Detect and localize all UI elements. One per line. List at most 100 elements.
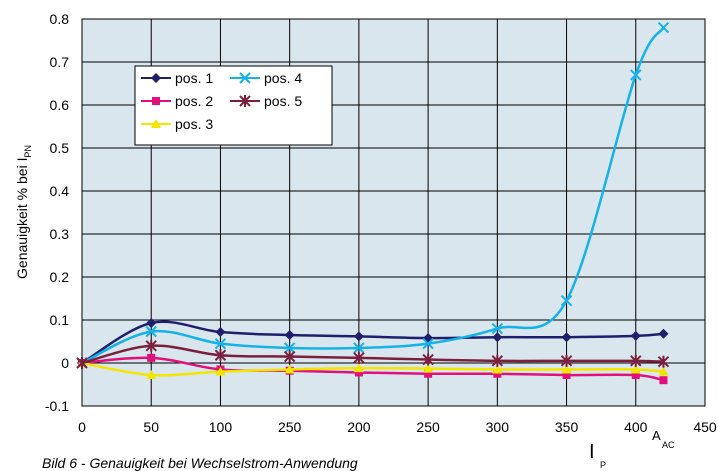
legend-item: pos. 5 [230,93,302,109]
plot-border [81,18,706,407]
figure-caption: Bild 6 - Genauigkeit bei Wechselstrom-An… [42,455,358,471]
data-point [657,355,670,368]
data-point [423,363,434,373]
data-point [214,349,227,362]
legend: pos. 1 pos. 4 pos. 2 pos. 5 pos. 3 [134,65,333,146]
x-tick-label: 100 [209,419,233,435]
data-point [239,95,251,107]
x-tick-label: 0 [78,419,86,435]
data-point [631,371,640,380]
data-point [353,331,364,342]
data-point [422,353,434,366]
data-point [658,328,669,339]
data-point [491,322,504,335]
data-point [353,363,364,373]
data-point [493,369,502,378]
data-point [214,337,227,350]
data-point [147,353,156,362]
x-tick-label: 250 [416,419,440,435]
series-lines [76,21,670,385]
x-tick-label: 250 [278,419,302,435]
legend-label: pos. 4 [264,70,302,86]
legend-item: pos. 2 [141,93,213,109]
data-point [146,370,157,380]
x-axis-unit: A [652,428,661,443]
legend-item: pos. 3 [141,116,213,132]
data-point [630,354,642,367]
legend-item: pos. 4 [230,70,302,86]
x-axis-label: I [589,441,595,463]
data-point [657,21,670,34]
legend-label: pos. 2 [175,93,213,109]
series-pos-1 [77,318,669,368]
legend-item: pos. 1 [141,70,213,86]
data-point [215,327,226,338]
x-tick-label: 400 [624,419,648,435]
y-tick-label: 0.2 [50,269,70,285]
y-axis-label: Genauigkeit % bei IPN [14,145,33,279]
y-tick-label: -0.1 [45,398,69,414]
data-point [146,318,157,329]
data-point [492,332,503,343]
data-point [659,376,668,385]
y-axis-label-text: Genauigkeit % bei I [14,158,30,279]
data-point [561,364,572,374]
data-point [215,366,226,376]
data-point [354,368,363,377]
data-point [239,72,251,84]
data-point [561,332,572,343]
y-tick-label: 0 [61,355,69,371]
legend-label: pos. 3 [175,116,213,132]
data-point [353,342,365,354]
x-tick-label: 200 [347,419,371,435]
x-axis-ticks: 0 50 100 250 200 250 300 350 400 450 [78,419,717,435]
y-tick-label: 0.7 [50,54,70,70]
series-line [81,320,664,365]
legend-box [134,65,333,146]
data-point [353,351,365,364]
data-point [422,337,434,350]
data-point [658,366,669,376]
data-point [630,330,641,341]
data-point [145,339,157,352]
data-point [284,330,295,341]
x-tick-label: 450 [693,419,717,435]
y-tick-label: 0.6 [50,97,70,113]
series-line [81,361,664,377]
series-line [81,344,664,365]
data-point [284,364,295,374]
data-point [283,342,296,354]
y-axis-label-sub: PN [23,145,33,158]
data-point [151,73,161,83]
data-point [560,354,573,367]
data-point [76,357,88,369]
y-axis-ticks: 0.8 0.7 0.6 0.5 0.4 0.3 0.2 0.1 0 -0.1 [45,11,69,414]
data-point [560,294,573,307]
data-point [562,371,571,380]
data-point [630,69,642,81]
y-tick-label: 0.5 [50,140,70,156]
y-tick-label: 0.4 [50,183,70,199]
data-point [152,97,160,105]
data-point [151,119,161,128]
data-point [491,354,504,367]
x-tick-label: 50 [143,419,159,435]
x-tick-label: 300 [486,419,510,435]
legend-label: pos. 1 [175,70,213,86]
y-tick-label: 0.8 [50,11,70,27]
data-point [145,325,157,338]
y-tick-label: 0.3 [50,226,70,242]
data-point [492,364,503,374]
data-point [283,350,296,363]
series-line [81,356,664,382]
x-axis-unit-sub: AC [662,440,675,450]
y-tick-label: 0.1 [50,312,70,328]
legend-label: pos. 5 [264,93,302,109]
x-axis-label-sub: P [600,460,606,470]
data-point [424,369,433,378]
legend-items: pos. 1 pos. 4 pos. 2 pos. 5 pos. 3 [141,70,302,132]
data-point [630,364,641,374]
x-tick-label: 350 [555,419,579,435]
series-pos-5 [76,339,670,369]
